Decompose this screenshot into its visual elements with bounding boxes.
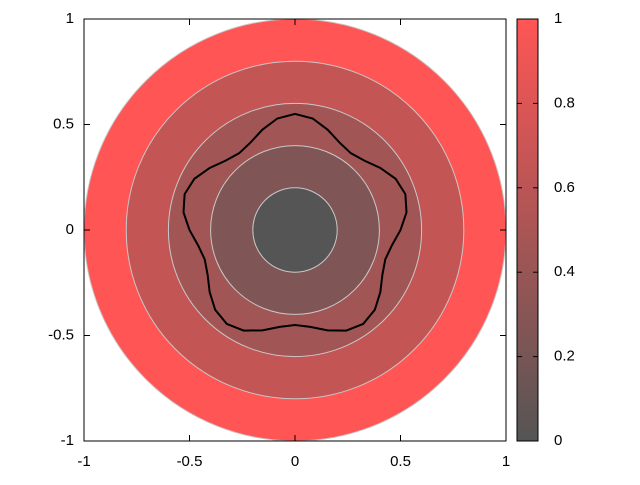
x-tick-label: -1 (77, 453, 90, 470)
x-tick-label: -0.5 (177, 453, 203, 470)
y-tick-label: 0.5 (53, 115, 74, 132)
colorbar-tick-label: 1 (554, 10, 562, 27)
colorbar-tick-label: 0 (554, 432, 562, 449)
y-tick-label: -0.5 (48, 326, 74, 343)
colorbar-tick-label: 0.8 (554, 94, 575, 111)
x-tick-label: 0 (291, 453, 299, 470)
x-tick-label: 0.5 (390, 453, 411, 470)
y-tick-label: -1 (61, 432, 74, 449)
curve (182, 112, 408, 332)
colorbar-tick-label: 0.4 (554, 263, 575, 280)
colorbar-tick-label: 0.2 (554, 348, 575, 365)
y-tick-label: 1 (66, 10, 74, 27)
ring (252, 187, 338, 273)
x-tick-label: 1 (502, 453, 510, 470)
colorbar-tick-label: 0.6 (554, 179, 575, 196)
y-tick-label: 0 (66, 221, 74, 238)
colorbar (516, 18, 539, 442)
